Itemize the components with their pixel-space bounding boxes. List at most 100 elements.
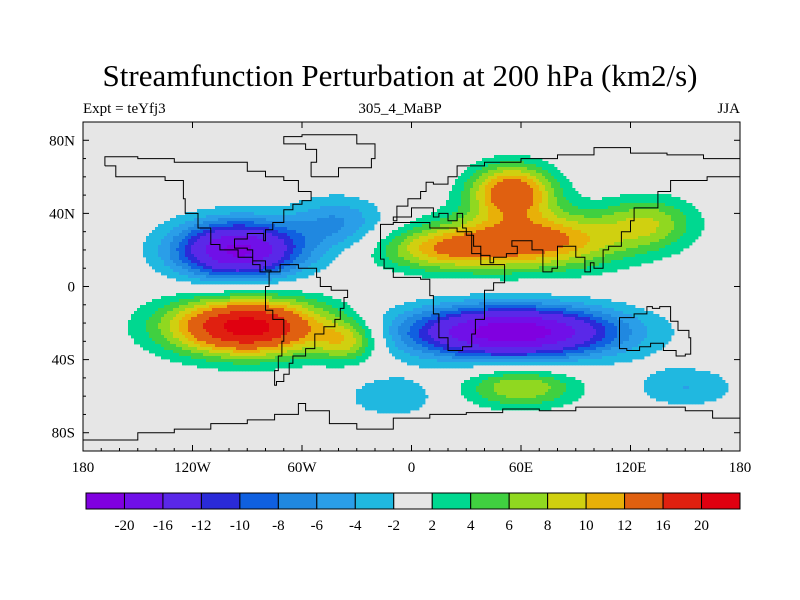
field-cell [239,278,243,282]
field-cell [413,356,417,360]
field-cell [296,218,300,222]
field-cell [350,200,354,204]
field-cell [155,236,159,240]
field-cell [206,305,210,309]
field-cell [329,308,333,312]
field-cell [215,323,219,327]
field-cell [296,290,300,294]
field-cell [350,236,354,240]
field-cell [200,335,204,339]
field-cell [143,317,147,321]
field-cell [179,311,183,315]
field-cell [263,266,267,270]
field-cell [464,350,468,354]
field-cell [455,332,459,336]
field-cell [182,272,186,276]
field-cell [218,224,222,228]
field-cell [224,365,228,369]
field-cell [428,233,432,237]
field-cell [200,218,204,222]
field-cell [266,314,270,318]
field-cell [425,314,429,318]
field-cell [398,356,402,360]
field-cell [359,359,363,363]
field-cell [395,404,399,408]
field-cell [380,389,384,393]
field-cell [434,233,438,237]
field-cell [146,341,150,345]
field-cell [164,245,168,249]
experiment-label: Expt = teYfj3 [83,101,166,117]
field-cell [260,215,264,219]
field-cell [179,278,183,282]
field-cell [287,359,291,363]
field-cell [296,266,300,270]
field-cell [212,281,216,285]
field-cell [206,341,210,345]
field-cell [281,257,285,261]
field-cell [188,329,192,333]
field-cell [197,272,201,276]
field-cell [302,224,306,228]
field-cell [239,221,243,225]
field-cell [260,302,264,306]
field-cell [446,227,450,231]
field-cell [332,227,336,231]
field-cell [332,209,336,213]
field-cell [296,269,300,273]
field-cell [230,233,234,237]
field-cell [302,353,306,357]
field-cell [422,266,426,270]
field-cell [449,338,453,342]
field-cell [173,266,177,270]
field-cell [425,305,429,309]
field-cell [455,245,459,249]
field-cell [311,296,315,300]
field-cell [224,236,228,240]
field-cell [131,317,135,321]
field-cell [227,212,231,216]
field-cell [212,248,216,252]
field-cell [272,305,276,309]
field-cell [359,347,363,351]
field-cell [329,236,333,240]
field-cell [260,296,264,300]
field-cell [449,365,453,369]
field-cell [245,263,249,267]
field-cell [314,230,318,234]
field-cell [230,320,234,324]
field-cell [317,335,321,339]
field-cell [239,299,243,303]
field-cell [170,326,174,330]
field-cell [176,215,180,219]
field-cell [410,245,414,249]
field-cell [248,359,252,363]
field-cell [368,332,372,336]
field-cell [401,380,405,384]
field-cell [314,296,318,300]
field-cell [443,248,447,252]
field-cell [290,275,294,279]
field-cell [275,224,279,228]
field-cell [419,392,423,396]
field-cell [281,209,285,213]
field-cell [128,329,132,333]
field-cell [335,221,339,225]
field-cell [344,233,348,237]
field-cell [383,254,387,258]
field-cell [365,350,369,354]
field-cell [344,353,348,357]
field-cell [194,272,198,276]
field-cell [389,407,393,411]
field-cell [308,260,312,264]
field-cell [320,305,324,309]
field-cell [401,242,405,246]
field-cell [257,314,261,318]
field-cell [344,242,348,246]
field-cell [350,308,354,312]
field-cell [311,356,315,360]
field-cell [356,329,360,333]
field-cell [356,326,360,330]
field-cell [449,308,453,312]
field-cell [164,254,168,258]
